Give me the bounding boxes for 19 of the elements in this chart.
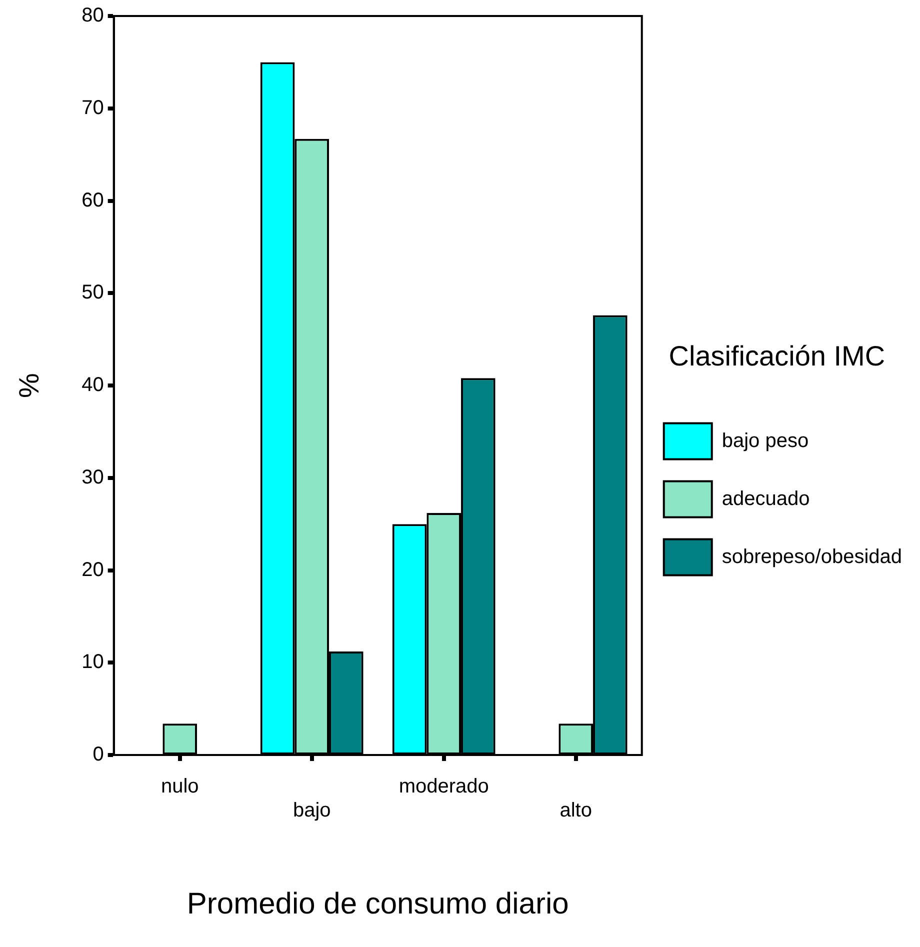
y-tick-label: 40	[82, 374, 104, 396]
y-tick-label: 70	[82, 96, 104, 119]
y-tick-label: 30	[82, 466, 104, 488]
y-tick-label: 10	[82, 651, 104, 674]
y-tick-label: 20	[82, 558, 104, 581]
y-tick-label: 80	[82, 4, 104, 27]
legend-label: bajo peso	[722, 430, 809, 452]
y-tick-label: 60	[82, 189, 104, 212]
legend-label: adecuado	[722, 488, 810, 510]
x-tick-label: bajo	[292, 800, 331, 822]
y-axis-title: %	[14, 373, 45, 398]
x-axis-title: Promedio de consumo diario	[186, 887, 569, 920]
x-tick-label: alto	[560, 800, 592, 822]
y-tick-label: 50	[82, 282, 104, 304]
y-tick-label: 0	[92, 744, 104, 766]
x-tick-label: moderado	[398, 776, 489, 798]
legend-label: sobrepeso/obesidad	[722, 546, 902, 568]
x-tick-label: nulo	[160, 776, 199, 798]
legend-title: Clasificación IMC	[668, 340, 886, 372]
